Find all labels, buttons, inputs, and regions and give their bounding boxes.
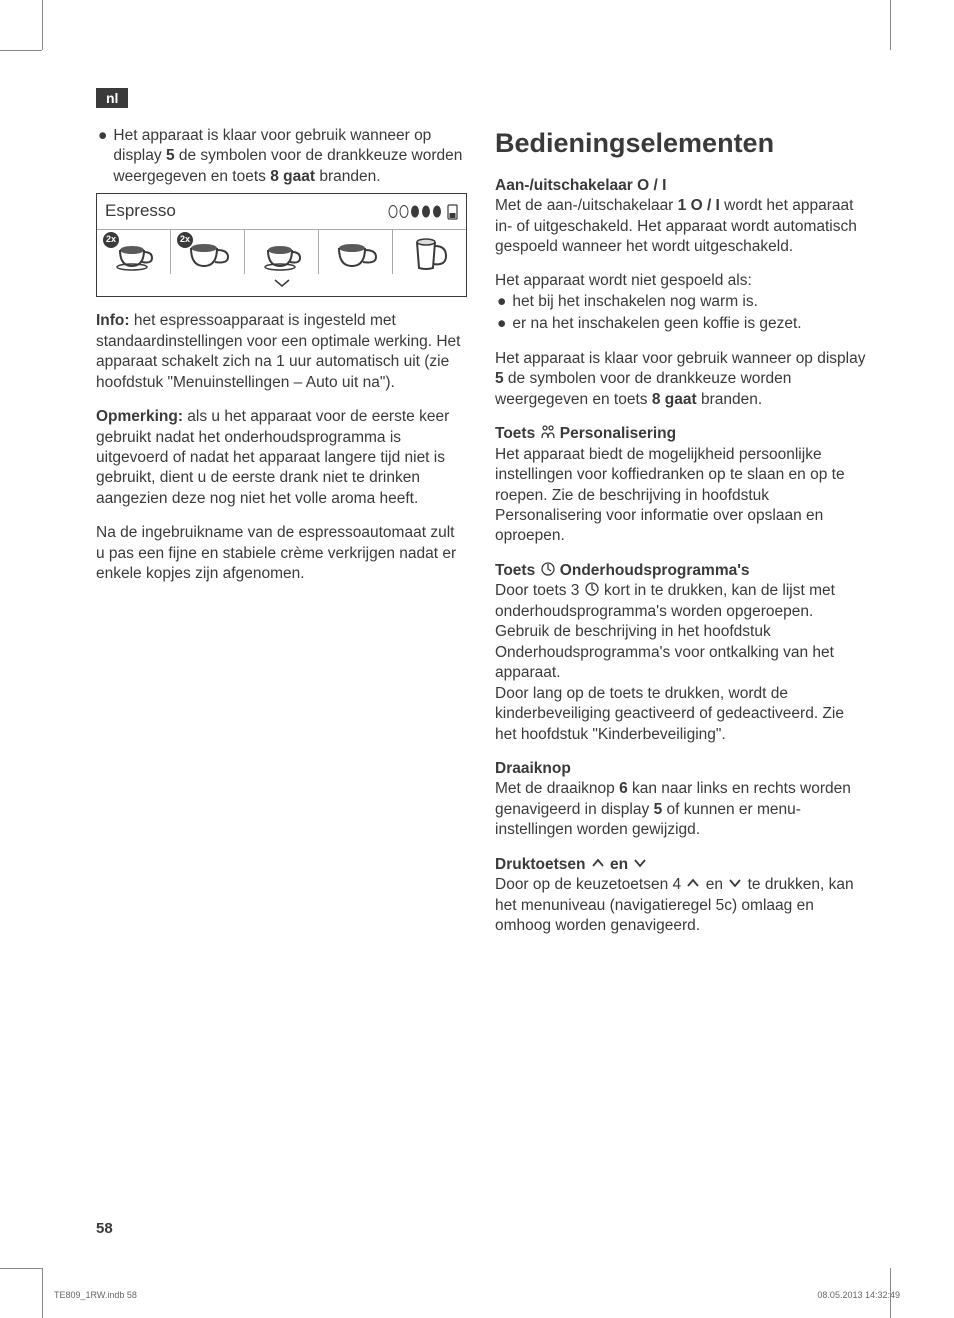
body-block: Het apparaat wordt niet gespoeld als: ●h…	[495, 271, 866, 334]
left-column: ● Het apparaat is klaar voor gebruik wan…	[96, 126, 467, 951]
bean-icon	[399, 205, 409, 218]
drink-cell: 2x	[171, 230, 245, 274]
bean-icon	[421, 205, 431, 218]
body-paragraph: Toets Personalisering Het apparaat biedt…	[495, 424, 866, 547]
display-label: Espresso	[105, 200, 176, 222]
chevron-down-icon	[97, 274, 466, 296]
footer-date: 08.05.2013 14:32:49	[817, 1290, 900, 1300]
body-paragraph: Het apparaat is klaar voor gebruik wanne…	[495, 349, 866, 410]
coffee-cup-icon	[334, 236, 378, 272]
chevron-down-icon	[632, 855, 648, 871]
drink-cell: 2x	[97, 230, 171, 274]
drink-cell-selected	[245, 230, 319, 274]
body-text: Het apparaat wordt niet gespoeld als:	[495, 271, 866, 291]
badge-2x: 2x	[177, 232, 193, 248]
info-paragraph: Info: het espressoapparaat is ingesteld …	[96, 311, 467, 393]
chevron-up-icon	[685, 875, 701, 891]
bullet-item: ● Het apparaat is klaar voor gebruik wan…	[96, 126, 467, 187]
espresso-cup-icon	[260, 236, 304, 272]
right-column: Bedieningselementen Aan-/uitschakelaar O…	[495, 126, 866, 951]
bean-icon	[410, 205, 420, 218]
body-paragraph: Draaiknop Met de draaiknop 6 kan naar li…	[495, 759, 866, 841]
page-content: nl ● Het apparaat is klaar voor gebruik …	[96, 88, 866, 951]
drink-cell	[393, 230, 466, 274]
maintenance-icon	[540, 561, 556, 577]
page-number: 58	[96, 1220, 113, 1237]
chevron-down-icon	[727, 875, 743, 891]
tall-glass-icon	[408, 236, 452, 272]
drink-cell	[319, 230, 393, 274]
opmerking-paragraph: Opmerking: als u het apparaat voor de ee…	[96, 407, 467, 509]
strength-indicator	[388, 204, 458, 220]
crop-mark	[42, 1268, 43, 1318]
bullet-item: ●er na het inschakelen geen koffie is ge…	[495, 314, 866, 334]
badge-2x: 2x	[103, 232, 119, 248]
crop-mark	[0, 1268, 42, 1269]
section-heading: Bedieningselementen	[495, 126, 866, 162]
bean-icon	[432, 205, 442, 218]
crop-mark	[0, 50, 42, 51]
display-illustration: Espresso 2x	[96, 193, 467, 297]
bullet-item: ●het bij het inschakelen nog warm is.	[495, 292, 866, 312]
footer-file: TE809_1RW.indb 58	[54, 1290, 137, 1300]
body-paragraph: Aan-/uitschakelaar O / IMet de aan-/uits…	[495, 176, 866, 258]
crop-mark	[42, 0, 43, 50]
crop-mark	[890, 0, 891, 50]
chevron-up-icon	[590, 855, 606, 871]
body-paragraph: Toets Onderhoudsprogramma's Door toets 3…	[495, 561, 866, 745]
maintenance-icon	[584, 581, 600, 597]
person-icon	[540, 424, 556, 440]
tank-icon	[447, 204, 458, 220]
body-paragraph: Druktoetsen en Door op de keuzetoetsen 4…	[495, 855, 866, 937]
bullet-dot: ●	[98, 126, 107, 187]
language-tag: nl	[96, 88, 128, 108]
bullet-text: Het apparaat is klaar voor gebruik wan­n…	[113, 126, 467, 187]
body-paragraph: Na de ingebruikname van de espresso­auto…	[96, 523, 467, 584]
bean-icon	[388, 205, 398, 218]
